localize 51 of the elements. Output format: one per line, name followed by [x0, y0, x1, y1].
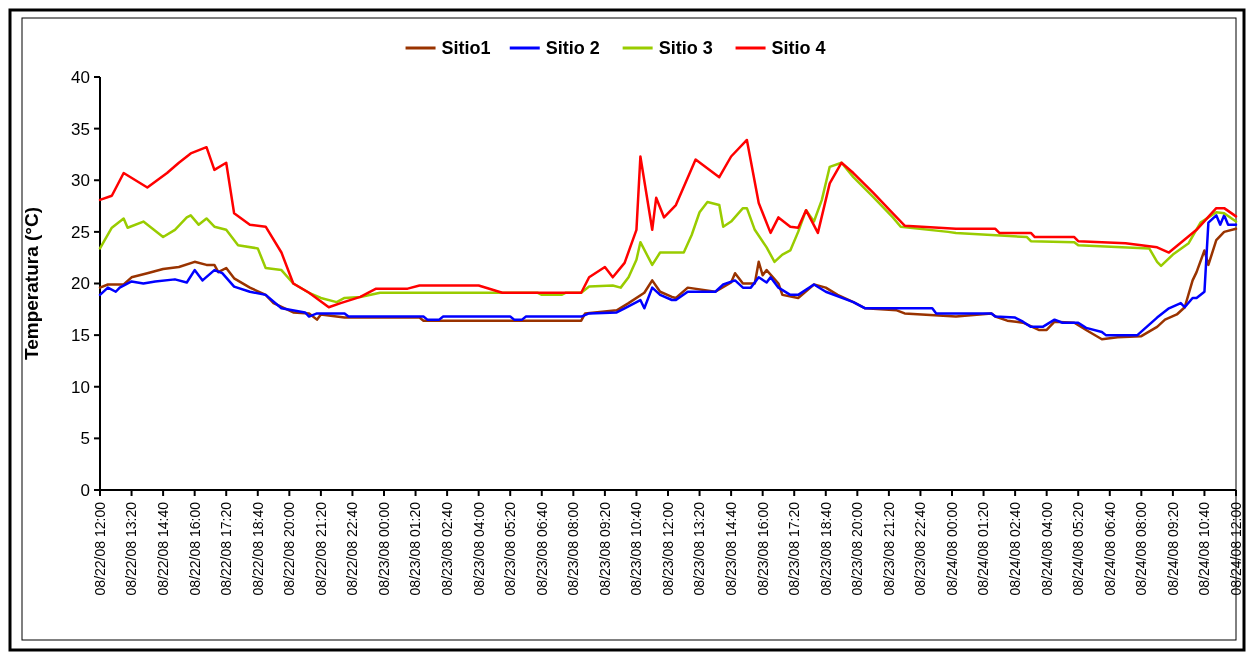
y-tick-label: 10: [71, 377, 90, 397]
x-tick-label: 08/23/08 01:20: [407, 501, 424, 596]
x-tick-label: 08/23/08 04:00: [470, 501, 487, 596]
x-tick-label: 08/22/08 22:40: [344, 501, 361, 596]
x-tick-label: 08/23/08 16:00: [754, 501, 771, 596]
x-tick-label: 08/24/08 02:40: [1007, 501, 1024, 596]
x-tick-label: 08/23/08 05:20: [502, 501, 519, 596]
y-tick-label: 35: [71, 119, 90, 139]
x-tick-label: 08/23/08 06:40: [533, 501, 550, 596]
x-tick-label: 08/23/08 20:00: [849, 501, 866, 596]
x-tick-label: 08/23/08 22:40: [912, 501, 929, 596]
x-tick-label: 08/23/08 17:20: [786, 501, 803, 596]
x-tick-label: 08/24/08 10:40: [1196, 501, 1213, 596]
y-tick-label: 0: [80, 480, 90, 500]
y-tick-label: 5: [80, 429, 90, 449]
x-tick-label: 08/24/08 12:00: [1227, 501, 1244, 596]
y-tick-label: 40: [71, 67, 90, 87]
x-tick-label: 08/22/08 17:20: [218, 501, 235, 596]
x-tick-label: 08/24/08 09:20: [1164, 501, 1181, 596]
y-tick-label: 30: [71, 171, 90, 191]
y-tick-label: 20: [71, 274, 90, 294]
x-tick-label: 08/24/08 05:20: [1070, 501, 1087, 596]
x-tick-label: 08/23/08 13:20: [691, 501, 708, 596]
x-tick-label: 08/23/08 02:40: [439, 501, 456, 596]
x-tick-label: 08/23/08 21:20: [880, 501, 897, 596]
y-tick-label: 25: [71, 222, 90, 242]
x-tick-label: 08/22/08 18:40: [249, 501, 266, 596]
x-tick-label: 08/22/08 12:00: [91, 501, 108, 596]
x-tick-label: 08/22/08 16:00: [186, 501, 203, 596]
x-tick-label: 08/23/08 12:00: [659, 501, 676, 596]
x-tick-label: 08/23/08 08:00: [565, 501, 582, 596]
x-tick-label: 08/24/08 01:20: [975, 501, 992, 596]
x-tick-label: 08/23/08 14:40: [723, 501, 740, 596]
legend-label: Sitio1: [441, 38, 491, 59]
legend-label: Sitio 4: [771, 38, 826, 59]
y-tick-label: 15: [71, 326, 90, 346]
x-tick-label: 08/23/08 00:00: [375, 501, 392, 596]
legend-label: Sitio 2: [545, 38, 600, 59]
x-tick-label: 08/24/08 08:00: [1133, 501, 1150, 596]
x-tick-label: 08/22/08 20:00: [281, 501, 298, 596]
y-axis-title: Temperatura (°C): [21, 207, 42, 360]
x-tick-label: 08/23/08 09:20: [596, 501, 613, 596]
x-tick-label: 08/22/08 13:20: [123, 501, 140, 596]
x-tick-label: 08/24/08 00:00: [943, 501, 960, 596]
x-tick-label: 08/24/08 06:40: [1101, 501, 1118, 596]
x-tick-label: 08/23/08 18:40: [817, 501, 834, 596]
legend-label: Sitio 3: [658, 38, 713, 59]
x-tick-label: 08/24/08 04:00: [1038, 501, 1055, 596]
x-tick-label: 08/22/08 14:40: [155, 501, 172, 596]
x-tick-label: 08/23/08 10:40: [628, 501, 645, 596]
x-tick-label: 08/22/08 21:20: [312, 501, 329, 596]
